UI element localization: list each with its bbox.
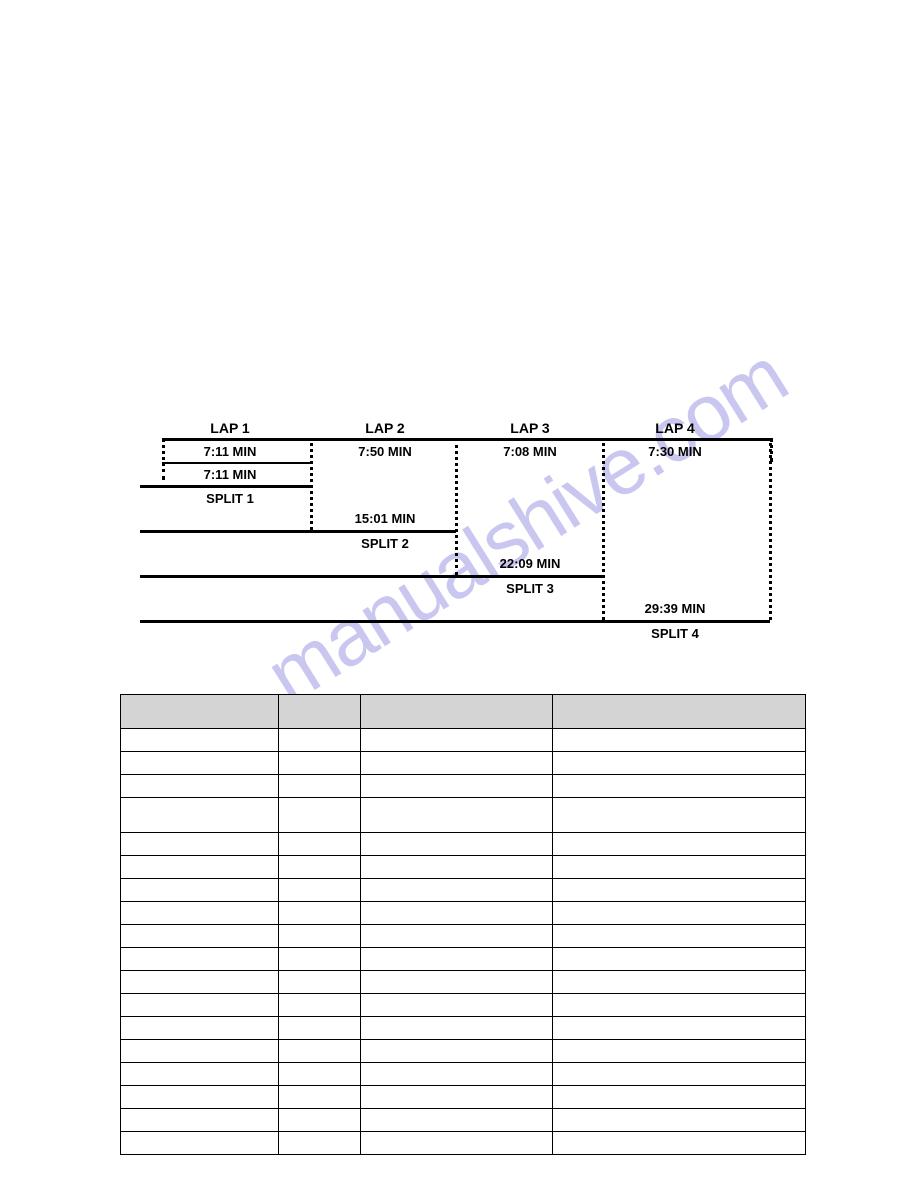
table-row — [121, 948, 806, 971]
diagram-divider — [769, 438, 772, 620]
table-row — [121, 1109, 806, 1132]
diagram-divider — [455, 438, 458, 575]
lap-split-diagram: LAP 1 LAP 2 LAP 3 LAP 4 7:11 MIN 7:50 MI… — [140, 420, 780, 645]
diagram-line — [162, 438, 772, 441]
lap-1-header: LAP 1 — [190, 420, 270, 436]
diagram-divider — [310, 438, 313, 530]
lap-1-time: 7:11 MIN — [190, 444, 270, 459]
table-row — [121, 752, 806, 775]
table-row — [121, 1063, 806, 1086]
table-row — [121, 971, 806, 994]
table-row — [121, 1040, 806, 1063]
split-4-label: SPLIT 4 — [635, 626, 715, 641]
lap-2-time: 7:50 MIN — [345, 444, 425, 459]
table-row — [121, 925, 806, 948]
table-header-cell — [121, 695, 279, 729]
table-row — [121, 902, 806, 925]
split-4-time: 29:39 MIN — [635, 601, 715, 616]
diagram-line — [140, 620, 770, 623]
split-3-time: 22:09 MIN — [490, 556, 570, 571]
table-row — [121, 1132, 806, 1155]
split-2-time: 15:01 MIN — [345, 511, 425, 526]
diagram-divider — [602, 438, 605, 620]
data-table — [120, 694, 806, 1155]
lap-4-header: LAP 4 — [635, 420, 715, 436]
split-3-label: SPLIT 3 — [490, 581, 570, 596]
table-row — [121, 879, 806, 902]
lap-4-time: 7:30 MIN — [635, 444, 715, 459]
lap-3-header: LAP 3 — [490, 420, 570, 436]
table-row — [121, 798, 806, 833]
lap-2-header: LAP 2 — [345, 420, 425, 436]
table-row — [121, 833, 806, 856]
split-2-label: SPLIT 2 — [345, 536, 425, 551]
diagram-divider — [162, 438, 165, 480]
diagram-line — [140, 575, 603, 578]
split-1-time: 7:11 MIN — [190, 467, 270, 482]
split-1-label: SPLIT 1 — [190, 491, 270, 506]
table-row — [121, 1017, 806, 1040]
table-row — [121, 1086, 806, 1109]
diagram-line — [140, 485, 310, 488]
diagram-line — [140, 530, 456, 533]
table-header-cell — [278, 695, 360, 729]
diagram-line — [162, 462, 310, 464]
table-row — [121, 775, 806, 798]
table-header-row — [121, 695, 806, 729]
table-row — [121, 729, 806, 752]
lap-3-time: 7:08 MIN — [490, 444, 570, 459]
table-row — [121, 994, 806, 1017]
table-row — [121, 856, 806, 879]
table-header-cell — [360, 695, 552, 729]
table-header-cell — [552, 695, 805, 729]
